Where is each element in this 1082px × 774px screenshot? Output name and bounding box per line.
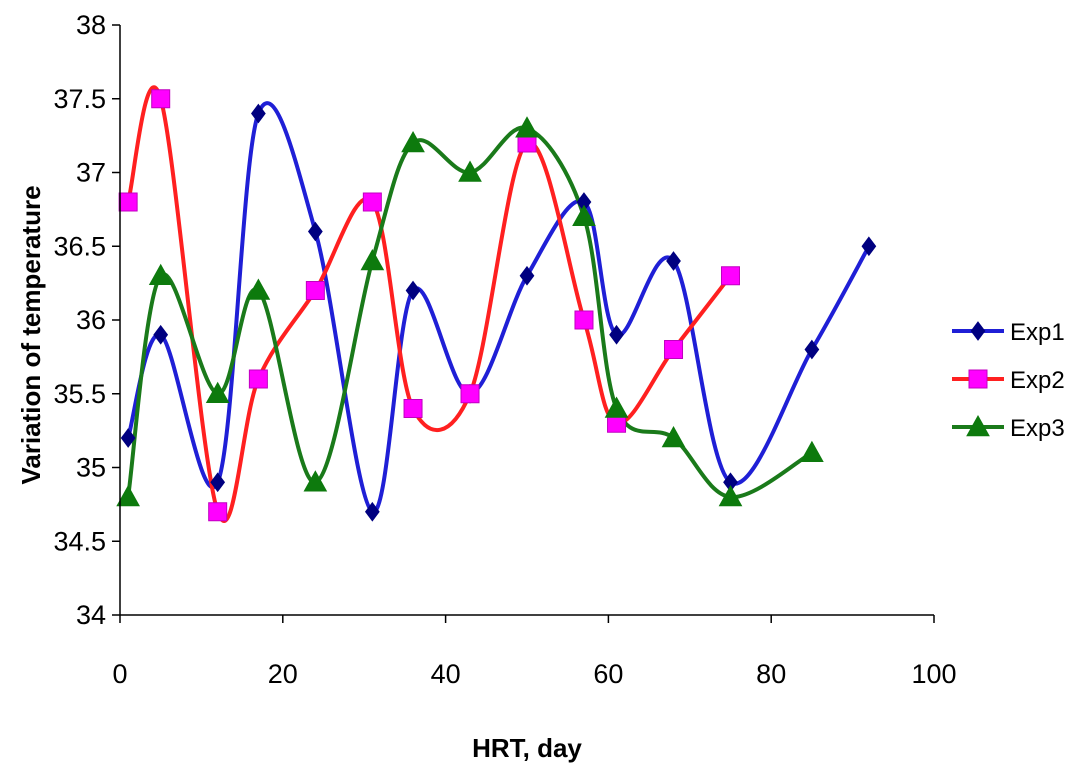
data-point-exp2 [362,192,382,212]
x-ticks: 0 20 40 60 80 100 [112,615,957,689]
data-point-exp1 [307,221,323,242]
data-point-exp3 [661,425,686,448]
y-tick-label: 35.5 [53,379,106,409]
data-point-exp1 [153,324,169,345]
data-point-exp3 [515,116,539,138]
data-point-exp3 [148,263,173,286]
series-line-exp1 [126,101,871,514]
data-point-exp3 [116,484,140,507]
data-point-exp2 [248,369,268,389]
x-tick-label: 0 [112,659,127,689]
x-tick-label: 80 [756,659,786,689]
data-point-exp2 [721,266,740,286]
y-ticks: 34 34.5 35 35.5 36 36.5 37 37.5 38 [53,10,120,630]
data-point-exp1 [861,236,877,257]
data-point-exp1 [519,265,535,286]
legend-marker-exp3 [966,414,990,437]
legend: Exp1 Exp2 Exp3 [952,319,1065,442]
data-point-exp3 [572,204,596,227]
data-point-exp3 [718,484,743,507]
y-tick-label: 38 [76,10,106,40]
legend-label-exp3: Exp3 [1010,415,1065,442]
legend-marker-exp2 [968,369,988,389]
data-point-exp1 [120,428,136,448]
plot-lines [126,85,871,523]
data-point-exp3 [303,470,328,492]
data-point-exp2 [305,281,325,300]
x-tick-label: 20 [268,659,298,689]
data-point-exp2 [460,384,480,404]
data-point-exp1 [210,472,226,493]
x-tick-label: 100 [911,659,956,689]
x-axis-title: HRT, day [472,733,582,763]
data-point-exp1 [405,280,421,301]
y-tick-label: 34.5 [53,526,106,556]
series-line-exp2 [126,85,733,523]
data-point-exp2 [208,502,228,522]
data-point-exp1 [804,339,820,360]
legend-label-exp2: Exp2 [1010,367,1065,394]
data-point-exp3 [458,160,482,182]
data-point-exp2 [118,192,138,212]
data-point-exp3 [360,248,385,271]
plot-markers [116,89,877,522]
y-tick-label: 34 [76,600,106,630]
y-tick-label: 36.5 [53,231,106,261]
data-point-exp2 [151,89,171,109]
data-point-exp3 [205,381,230,404]
data-point-exp2 [664,340,684,359]
data-point-exp1 [666,251,681,271]
x-tick-label: 40 [431,659,461,689]
y-tick-label: 35 [76,453,106,483]
data-point-exp3 [401,130,425,153]
data-point-exp1 [609,324,624,345]
x-tick-label: 60 [593,659,623,689]
y-axis-title: Variation of temperature [16,185,46,484]
data-point-exp2 [403,399,423,418]
data-point-exp3 [800,440,824,463]
series-line-exp3 [126,125,814,500]
legend-label-exp1: Exp1 [1010,319,1065,346]
data-point-exp1 [251,103,266,124]
data-point-exp2 [574,310,594,330]
y-tick-label: 37.5 [53,84,106,114]
data-point-exp3 [246,278,271,300]
data-point-exp1 [364,501,380,522]
y-tick-label: 37 [76,158,106,188]
y-tick-label: 36 [76,305,106,335]
data-point-exp3 [604,396,629,418]
legend-marker-exp1 [970,321,986,341]
